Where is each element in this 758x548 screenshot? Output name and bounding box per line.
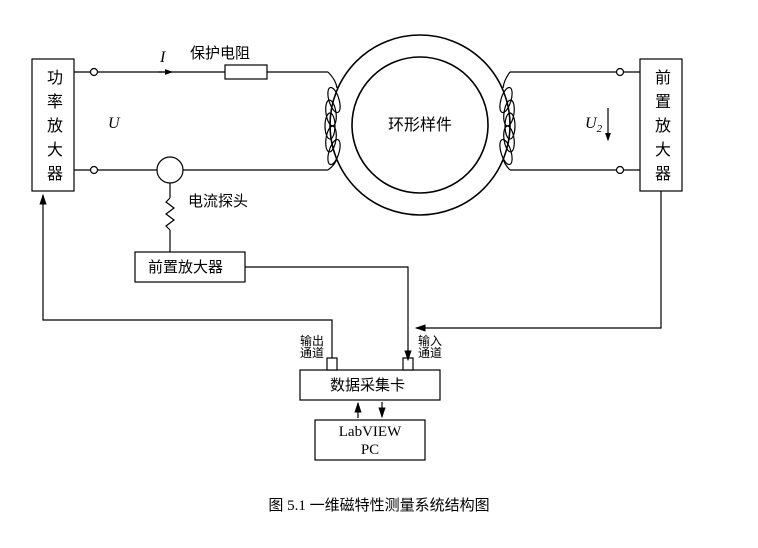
terminal-icon: [617, 69, 624, 76]
daq-label: 数据采集卡: [330, 377, 405, 394]
resistor-icon: [225, 65, 267, 79]
label-U: U: [108, 115, 121, 132]
label-in-channel: 输入通道: [418, 333, 442, 360]
pc-label-2: PC: [361, 442, 379, 458]
resistor-zigzag-icon: [166, 198, 174, 230]
terminal-icon: [91, 69, 98, 76]
terminal-icon: [617, 167, 624, 174]
figure-caption: 图 5.1 一维磁特性测量系统结构图: [268, 497, 489, 514]
label-current-probe: 电流探头: [188, 193, 248, 210]
wire-preamp-to-daq: [245, 267, 408, 360]
terminal-icon: [91, 167, 98, 174]
preamp-right-label: 前置放大器: [655, 69, 671, 183]
label-protect-resistor: 保护电阻: [190, 45, 250, 62]
power-amp-label: 功率放大器: [47, 69, 63, 183]
preamp-left-label: 前置放大器: [148, 259, 223, 276]
label-out-channel: 输出通道: [300, 333, 324, 360]
coil-lead: [328, 72, 337, 88]
coil-lead: [503, 72, 510, 88]
pc-label-1: LabVIEW: [339, 424, 402, 440]
daq-port-out: [327, 358, 337, 370]
label-I: I: [159, 49, 166, 66]
wire-preampR-to-daq: [416, 191, 661, 328]
label-U2: U2: [585, 115, 603, 135]
current-probe-icon: [157, 157, 183, 183]
label-ring-sample: 环形样件: [388, 116, 452, 134]
